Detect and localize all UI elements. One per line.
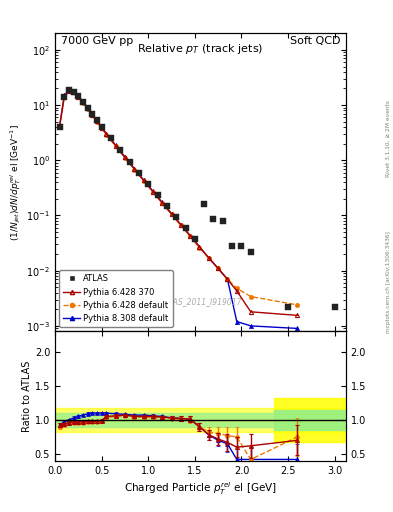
Bar bbox=[55, 408, 346, 432]
X-axis label: Charged Particle $p_T^{rel}$ el [GeV]: Charged Particle $p_T^{rel}$ el [GeV] bbox=[124, 480, 277, 497]
Text: ATLAS_2011_I919017: ATLAS_2011_I919017 bbox=[159, 297, 242, 306]
Legend: ATLAS, Pythia 6.428 370, Pythia 6.428 default, Pythia 8.308 default: ATLAS, Pythia 6.428 370, Pythia 6.428 de… bbox=[59, 270, 173, 327]
Bar bbox=[274, 398, 346, 442]
Text: Rivet 3.1.10, ≥ 2M events: Rivet 3.1.10, ≥ 2M events bbox=[386, 100, 391, 177]
Bar bbox=[55, 413, 346, 426]
Y-axis label: $(1/N_{jet})dN/dp_T^{rel}$ el [GeV$^{-1}$]: $(1/N_{jet})dN/dp_T^{rel}$ el [GeV$^{-1}… bbox=[9, 124, 24, 241]
Text: mcplots.cern.ch [arXiv:1306:3436]: mcplots.cern.ch [arXiv:1306:3436] bbox=[386, 231, 391, 332]
Text: Soft QCD: Soft QCD bbox=[290, 36, 340, 46]
Y-axis label: Ratio to ATLAS: Ratio to ATLAS bbox=[22, 360, 32, 432]
Text: 7000 GeV pp: 7000 GeV pp bbox=[61, 36, 133, 46]
Bar bbox=[274, 410, 346, 430]
Text: Relative $p_T$ (track jets): Relative $p_T$ (track jets) bbox=[137, 42, 264, 56]
